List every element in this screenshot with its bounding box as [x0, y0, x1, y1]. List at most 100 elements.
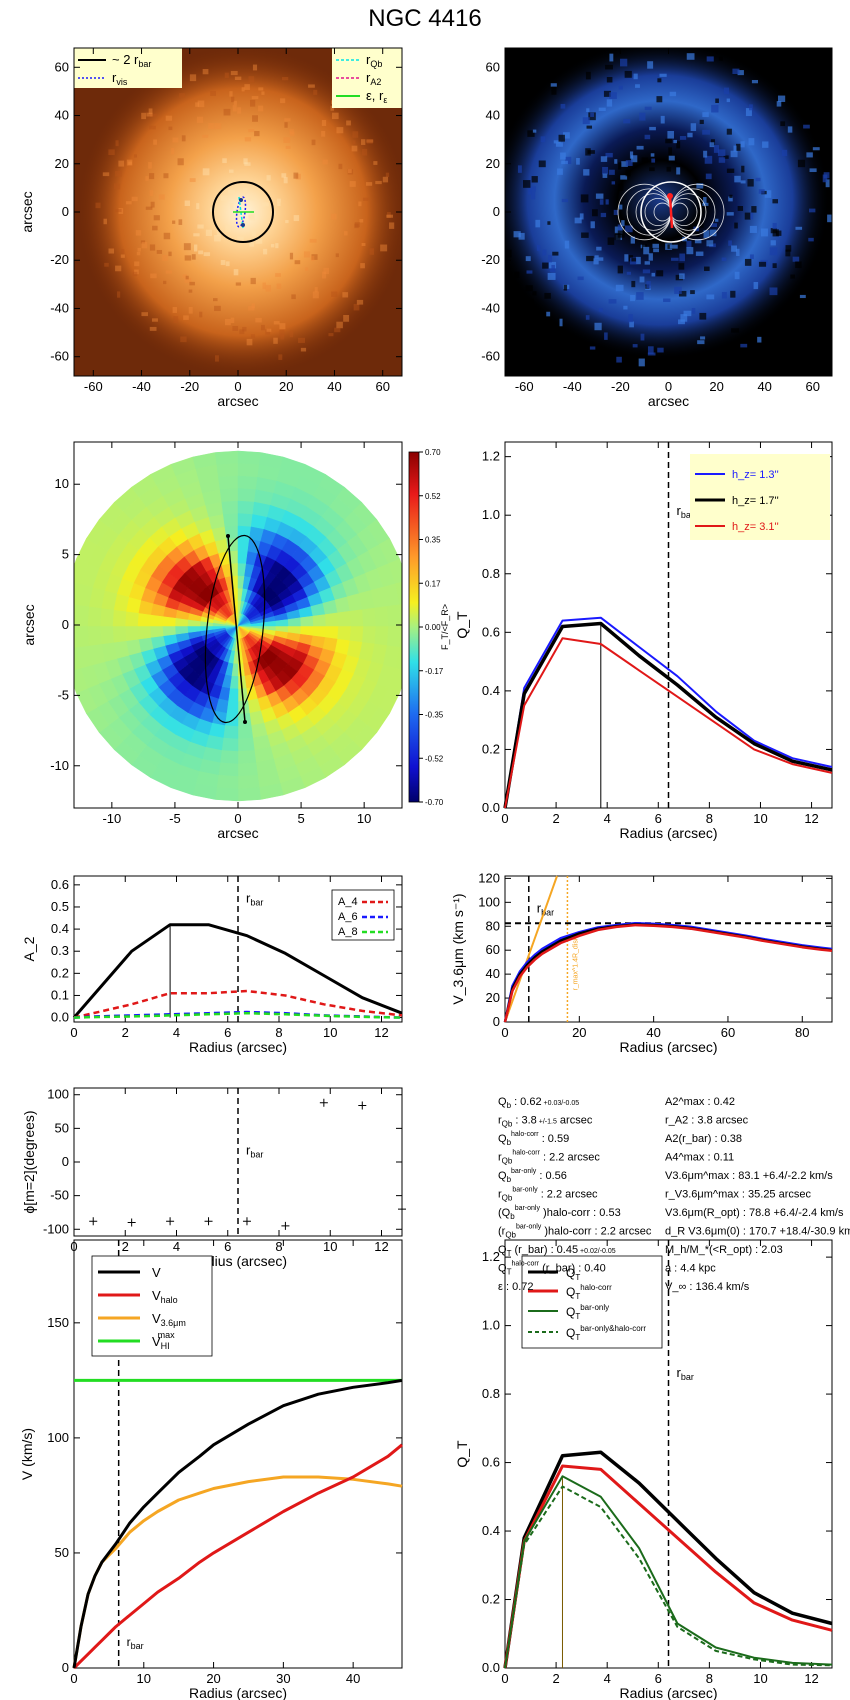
p1-speckle-dot — [220, 260, 226, 266]
p4-ytick-label: 0.6 — [482, 624, 500, 639]
p2-speckle-dot — [617, 230, 625, 238]
p3-bin — [100, 607, 115, 627]
p5-legend-text-3: A_8 — [338, 926, 358, 938]
p1-speckle-dot — [183, 315, 189, 320]
p1-speckle-dot — [369, 248, 374, 255]
p1-speckle-dot — [118, 208, 124, 214]
p2-speckle-dot — [528, 189, 532, 195]
p1-speckle-dot — [194, 244, 198, 252]
p2-speckle-dot — [751, 206, 757, 213]
p2-speckle-dot — [726, 98, 730, 103]
p2-speckle-dot — [576, 158, 580, 165]
stats-left-row: ε : 0.72 — [498, 1281, 533, 1293]
p2-speckle-dot — [709, 229, 717, 237]
p1-speckle-dot — [346, 120, 351, 126]
p4-xtick-label: 10 — [753, 811, 767, 826]
p2-speckle-dot — [647, 346, 654, 355]
p1-speckle-dot — [121, 249, 125, 254]
p2-speckle-dot — [546, 311, 551, 317]
p9-legend-text-1: QT — [566, 1266, 580, 1282]
p1-speckle-dot — [309, 238, 317, 243]
p1-speckle-dot — [241, 87, 245, 92]
p2-speckle-dot — [760, 228, 768, 237]
p2-speckle-dot — [790, 274, 795, 279]
p2-speckle-dot — [542, 262, 549, 269]
p3-cbar-tick-label: -0.17 — [425, 667, 444, 676]
p2-speckle-dot — [749, 225, 757, 233]
p9-ytick-label: 0.6 — [482, 1455, 500, 1470]
p1-speckle-dot — [276, 198, 281, 203]
p2-speckle-dot — [676, 141, 681, 149]
p3-bin — [112, 609, 127, 627]
stats-panel: Qb : 0.62 +0.03/-0.05 rQb : 3.8 +/-1.5 ar… — [498, 1096, 850, 1293]
p2-speckle-dot — [686, 240, 692, 248]
p2-speckle-dot — [711, 104, 719, 113]
p4-ytick-label: 0.2 — [482, 741, 500, 756]
p2-blue-ring — [505, 48, 830, 360]
p2-speckle-dot — [657, 78, 662, 83]
p2-speckle-dot — [669, 91, 677, 97]
stats-left-row: rQbhalo-corr : 2.2 arcsec — [498, 1150, 600, 1166]
p3-bin — [214, 786, 239, 802]
p2-speckle-dot — [585, 71, 591, 80]
p3-ytick-label: 5 — [62, 547, 69, 562]
p2-speckle-dot — [614, 159, 618, 164]
p2-ytick-label: -20 — [481, 252, 500, 267]
p2-speckle-dot — [532, 129, 537, 133]
p1-speckle-dot — [149, 125, 156, 130]
p2-xtick-label: 0 — [665, 379, 672, 394]
p2-speckle-dot — [683, 310, 692, 317]
p1-speckle-dot — [225, 225, 232, 232]
p2-speckle-dot — [687, 132, 693, 138]
p2-speckle-dot — [777, 95, 786, 102]
p2-speckle-dot — [643, 246, 650, 255]
p1-speckle-dot — [183, 243, 191, 251]
stats-left-row: Qb : 0.62 +0.03/-0.05 — [498, 1096, 579, 1110]
p3-bin — [75, 604, 90, 627]
p9-series-halo — [503, 1464, 833, 1669]
p2-speckle-dot — [678, 290, 687, 297]
p2-speckle-dot — [744, 258, 752, 266]
p3-bin — [374, 606, 389, 627]
p9-ytick-label: 1.0 — [482, 1318, 500, 1333]
p6-xtick-label: 40 — [646, 1025, 660, 1040]
p2-speckle-dot — [560, 152, 566, 160]
p2-speckle-dot — [592, 209, 598, 217]
p2-speckle-dot — [525, 256, 531, 262]
p1-speckle-dot — [248, 214, 254, 219]
p2-axes: -60 -40 -20 0 20 40 60 60 40 20 0 -20 -40 -60 arcsec — [481, 47, 833, 409]
p2-speckle-dot — [699, 312, 707, 320]
p2-speckle-dot — [614, 232, 621, 241]
p1-speckle-dot — [214, 123, 222, 130]
p1-speckle-dot — [358, 201, 362, 207]
p1-speckle-dot — [178, 219, 183, 225]
p2-speckle-dot — [665, 138, 672, 144]
p1-speckle-dot — [289, 252, 294, 260]
p1-speckle-dot — [189, 74, 197, 82]
p2-speckle-dot — [737, 70, 744, 76]
p2-speckle-dot — [723, 155, 729, 159]
p2-speckle-dot — [703, 230, 710, 238]
p2-speckle-dot — [630, 295, 636, 302]
p1-speckle-dot — [336, 321, 343, 329]
p2-speckle-dot — [809, 208, 816, 213]
p1-speckle-dot — [223, 108, 231, 116]
p2-speckle-dot — [639, 276, 645, 283]
p1-speckle-dot — [214, 305, 221, 312]
p2-speckle-dot — [787, 126, 793, 133]
p3-bin — [137, 612, 152, 627]
p2-speckle-dot — [598, 308, 603, 312]
p3-bin — [214, 450, 239, 466]
p1-speckle-dot — [373, 161, 378, 165]
p2-xtick-label: 40 — [757, 379, 771, 394]
p1-speckle-dot — [125, 201, 132, 205]
p1-ytick-label: -40 — [50, 300, 69, 315]
p2-speckle-dot — [635, 84, 640, 88]
p2-speckle-dot — [550, 83, 557, 87]
p1-speckle-dot — [151, 318, 158, 322]
p2-ytick-label: 0 — [493, 204, 500, 219]
p9-ylabel: Q_T — [454, 1440, 470, 1468]
p4-axes: 0 2 4 6 8 10 12 0.0 0.2 0.4 0.6 0.8 1.0 1.2 Radius (ar… — [454, 441, 833, 841]
p5-legend-text-2: A_6 — [338, 911, 358, 923]
p2-speckle-dot — [623, 118, 631, 124]
